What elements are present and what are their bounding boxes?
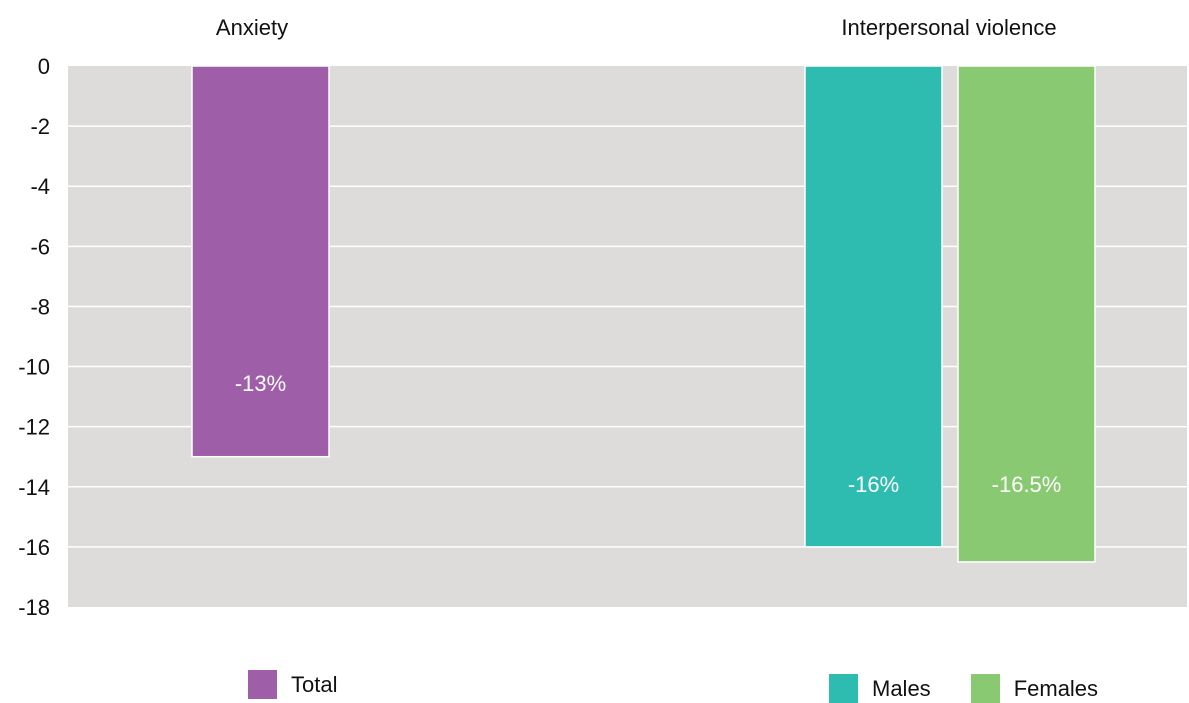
y-tick-label: -4 xyxy=(30,174,50,199)
data-label-males: -16% xyxy=(848,472,899,497)
legend-swatch-males xyxy=(829,674,858,703)
y-tick-label: -18 xyxy=(18,595,50,620)
legend-item-females: Females xyxy=(970,674,1099,703)
legend-interpersonal-violence: Males Females xyxy=(829,674,1126,703)
bar-males xyxy=(804,65,943,548)
panel-title-interpersonal-violence: Interpersonal violence xyxy=(841,15,1056,40)
y-tick-label: -8 xyxy=(30,294,50,319)
y-tick-label: -14 xyxy=(18,475,50,500)
y-tick-label: -10 xyxy=(18,355,50,380)
y-axis-ticks: 0 -2 -4 -6 -8 -10 -12 -14 -16 -18 xyxy=(18,54,50,620)
data-label-females: -16.5% xyxy=(992,472,1062,497)
bar-total xyxy=(191,65,330,458)
data-label-total: -13% xyxy=(235,371,286,396)
legend-label-males: Males xyxy=(872,675,931,701)
data-labels: -13% -16% -16.5% xyxy=(235,371,1062,497)
legend-item-total: Total xyxy=(248,670,337,699)
legend-item-males: Males xyxy=(829,674,931,703)
panel-title-anxiety: Anxiety xyxy=(216,15,288,40)
legend-swatch-total xyxy=(248,670,277,699)
legend-label-females: Females xyxy=(1013,675,1099,701)
y-tick-label: -6 xyxy=(30,234,50,259)
y-tick-label: -16 xyxy=(18,535,50,560)
bars xyxy=(191,65,1096,563)
bar-females xyxy=(957,65,1096,563)
y-tick-label: 0 xyxy=(38,54,50,79)
y-tick-label: -2 xyxy=(30,114,50,139)
legend-anxiety: Total xyxy=(248,670,365,699)
legend-swatch-females xyxy=(970,674,1000,703)
legend-label-total: Total xyxy=(291,671,338,697)
y-tick-label: -12 xyxy=(18,415,50,440)
